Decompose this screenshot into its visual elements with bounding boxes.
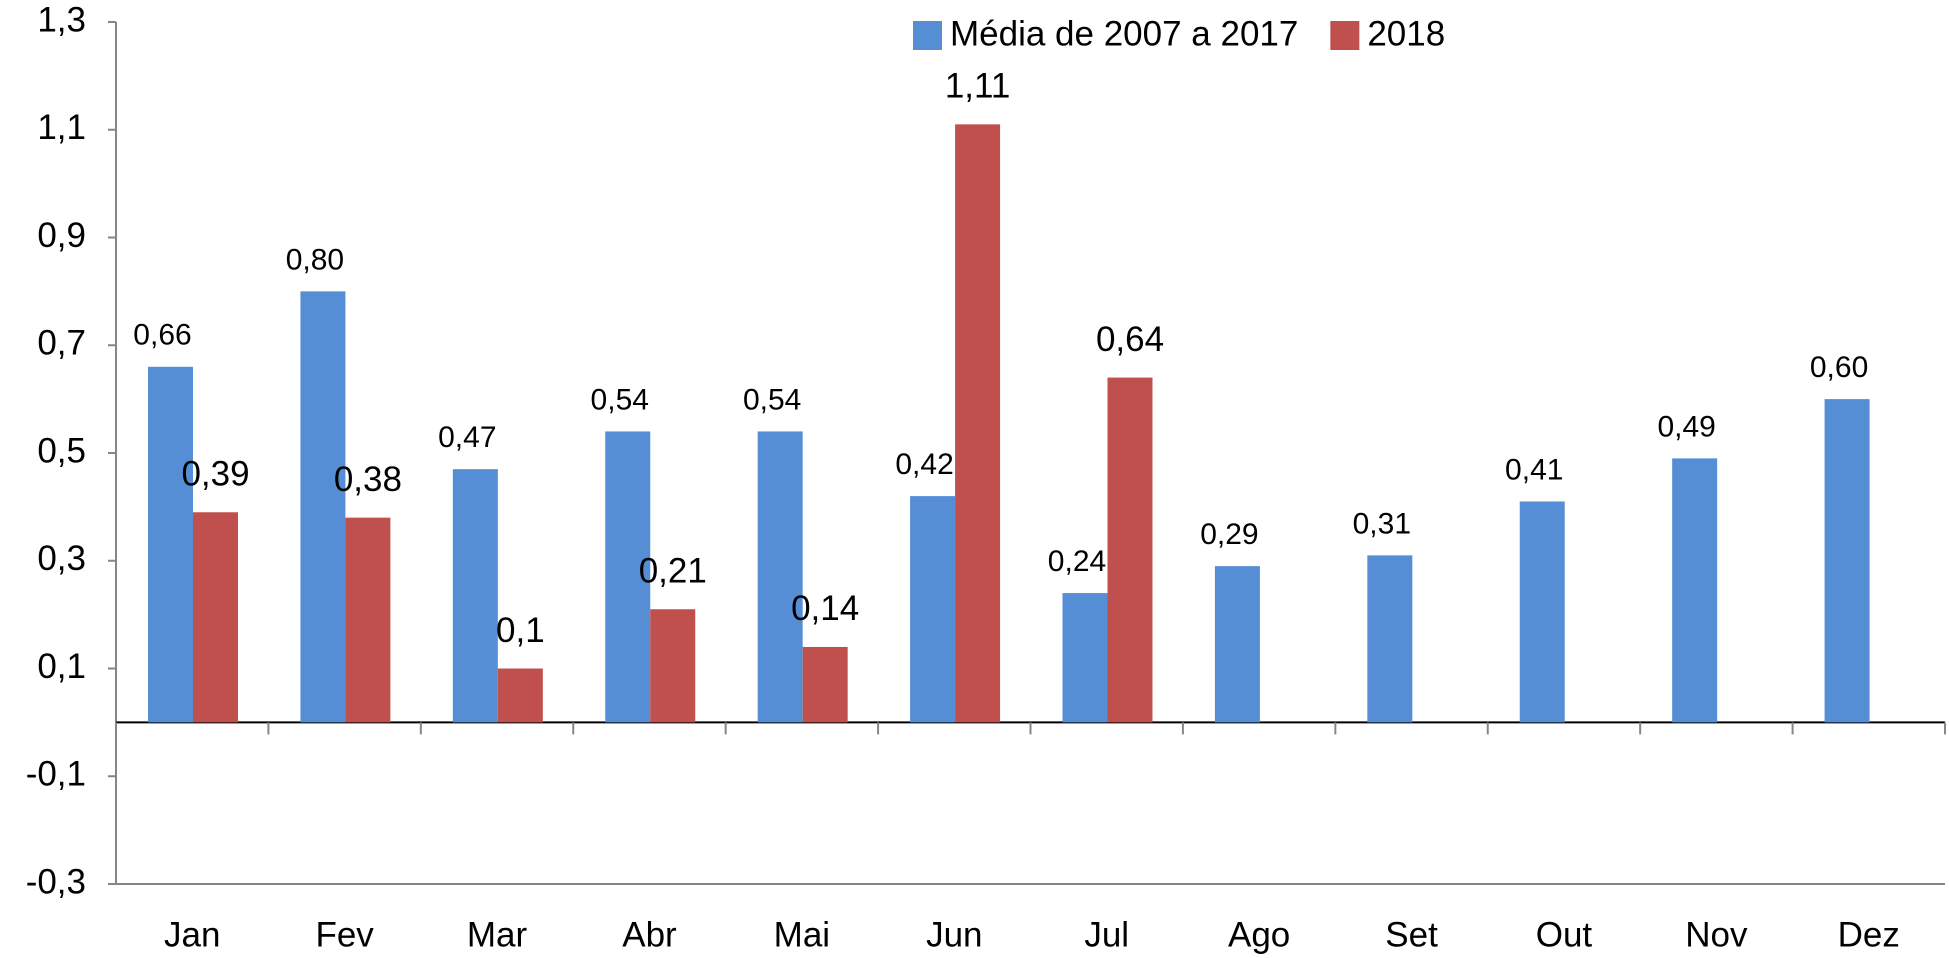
bar	[1107, 377, 1153, 723]
x-tick-label: Mai	[774, 915, 830, 954]
y-tick-label: 0,5	[37, 431, 86, 470]
bar	[802, 646, 848, 723]
data-label: 0,49	[1657, 410, 1715, 443]
x-tick-label: Jun	[926, 915, 982, 954]
data-label: 0,42	[895, 448, 953, 481]
bar	[1367, 555, 1413, 723]
bar	[910, 496, 956, 723]
bar	[1672, 458, 1718, 723]
data-label: 0,66	[133, 319, 191, 352]
data-label: 0,64	[1096, 320, 1164, 359]
x-tick-label: Ago	[1228, 915, 1290, 954]
bar	[148, 366, 193, 723]
data-label: 0,21	[639, 551, 707, 590]
x-tick-label: Jan	[164, 915, 220, 954]
y-tick-label: -0,3	[26, 862, 86, 901]
data-label: 0,38	[334, 460, 402, 499]
y-tick-label: 1,3	[37, 0, 86, 39]
data-label: 0,29	[1200, 518, 1258, 551]
bar	[955, 124, 1001, 723]
x-tick-label: Dez	[1838, 915, 1900, 954]
x-tick-label: Out	[1536, 915, 1593, 954]
data-label: 0,54	[743, 383, 801, 416]
bar	[1062, 593, 1108, 723]
data-label: 0,24	[1048, 545, 1106, 578]
x-tick-label: Set	[1385, 915, 1438, 954]
data-label: 0,60	[1810, 351, 1868, 384]
y-tick-label: -0,1	[26, 755, 86, 794]
x-tick-label: Abr	[622, 915, 677, 954]
bar	[650, 609, 696, 723]
data-label: 0,39	[181, 455, 249, 494]
data-label: 0,54	[591, 383, 649, 416]
x-tick-label: Mar	[467, 915, 528, 954]
legend-label: Média de 2007 a 2017	[950, 14, 1298, 53]
bar	[452, 469, 498, 723]
y-tick-label: 1,1	[37, 108, 86, 147]
bar	[1824, 399, 1870, 723]
y-tick-label: 0,9	[37, 216, 86, 255]
y-tick-label: 0,3	[37, 539, 86, 578]
bar	[497, 668, 543, 723]
x-tick-label: Jul	[1084, 915, 1129, 954]
bar	[1214, 566, 1260, 723]
bar	[605, 431, 651, 723]
data-label: 1,11	[945, 67, 1011, 106]
legend-swatch	[913, 21, 942, 50]
y-tick-label: 0,7	[37, 324, 86, 363]
legend-swatch	[1330, 21, 1360, 50]
x-tick-label: Fev	[315, 915, 374, 954]
x-tick-label: Nov	[1685, 915, 1748, 954]
data-label: 0,1	[496, 611, 545, 650]
bar	[757, 431, 803, 723]
data-label: 0,47	[438, 421, 496, 454]
data-label: 0,14	[791, 589, 859, 628]
data-label: 0,31	[1353, 507, 1411, 540]
legend-label: 2018	[1367, 14, 1445, 53]
bar	[1519, 501, 1565, 723]
bar	[300, 291, 346, 723]
bar	[193, 512, 238, 723]
y-tick-label: 0,1	[37, 647, 86, 686]
data-label: 0,80	[286, 243, 344, 276]
bar	[345, 517, 391, 723]
data-label: 0,41	[1505, 453, 1563, 486]
